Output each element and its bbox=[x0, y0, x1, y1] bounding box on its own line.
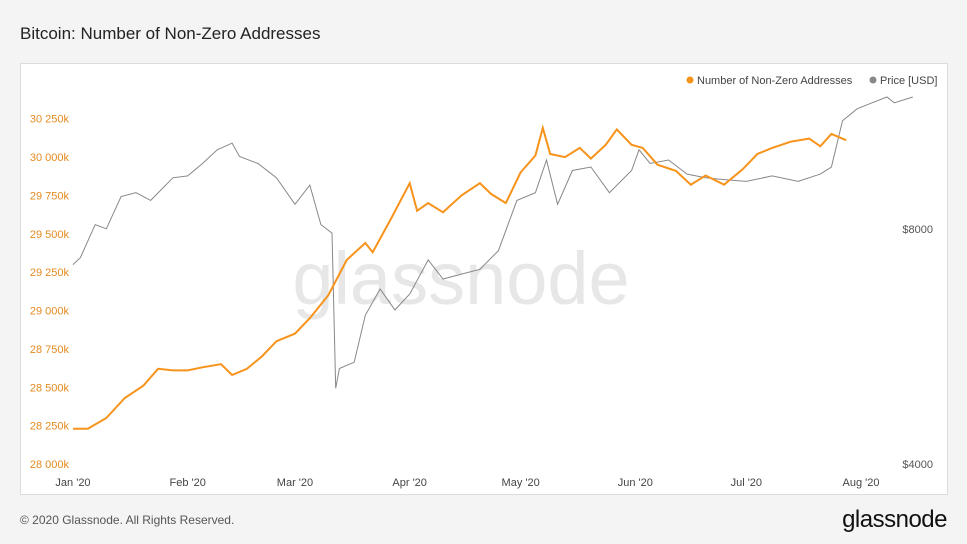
legend-addresses-label[interactable]: Number of Non-Zero Addresses bbox=[697, 75, 853, 87]
y-left-tick-label: 29 000k bbox=[30, 306, 70, 318]
x-tick-label: Jul '20 bbox=[731, 477, 762, 489]
y-left-tick-label: 29 750k bbox=[30, 190, 70, 202]
y-left-tick-label: 29 250k bbox=[30, 267, 70, 279]
x-tick-label: Aug '20 bbox=[843, 477, 880, 489]
x-tick-label: Mar '20 bbox=[277, 477, 313, 489]
price-series-line bbox=[72, 96, 913, 389]
x-tick-label: Jun '20 bbox=[618, 477, 653, 489]
y-left-tick-label: 30 250k bbox=[30, 114, 70, 126]
x-axis: Jan '20 Feb '20 Mar '20 Apr '20 May '20 Jun '… bbox=[55, 477, 879, 489]
y-left-tick-label: 28 250k bbox=[30, 421, 70, 433]
y-left-tick-label: 28 000k bbox=[30, 459, 70, 471]
y-left-tick-label: 28 500k bbox=[30, 382, 70, 394]
y-right-tick-label: $4000 bbox=[902, 459, 933, 471]
y-left-tick-label: 29 500k bbox=[30, 229, 70, 241]
y-axis-right: $4000 $8000 bbox=[902, 224, 933, 471]
footer-copyright: © 2020 Glassnode. All Rights Reserved. bbox=[20, 513, 235, 527]
chart-svg: glassnode Number of Non-Zero Addresses P… bbox=[30, 75, 938, 489]
glassnode-logo[interactable]: glassnode bbox=[842, 506, 947, 533]
watermark: glassnode bbox=[292, 237, 629, 320]
legend-price-label[interactable]: Price [USD] bbox=[880, 75, 937, 87]
y-left-tick-label: 30 000k bbox=[30, 152, 70, 164]
y-right-tick-label: $8000 bbox=[902, 224, 933, 236]
x-tick-label: Jan '20 bbox=[55, 477, 90, 489]
y-left-tick-label: 28 750k bbox=[30, 344, 70, 356]
legend-price-marker bbox=[869, 76, 877, 84]
chart-title: Bitcoin: Number of Non-Zero Addresses bbox=[20, 24, 321, 43]
legend-addresses-marker bbox=[686, 76, 694, 84]
x-tick-label: Apr '20 bbox=[392, 477, 427, 489]
x-tick-label: May '20 bbox=[502, 477, 540, 489]
x-tick-label: Feb '20 bbox=[170, 477, 206, 489]
addresses-series-line bbox=[73, 124, 847, 430]
y-axis-left: 28 000k 28 250k 28 500k 28 750k 29 000k 29 25… bbox=[30, 114, 70, 471]
chart-panel: glassnode Number of Non-Zero Addresses P… bbox=[20, 63, 948, 495]
